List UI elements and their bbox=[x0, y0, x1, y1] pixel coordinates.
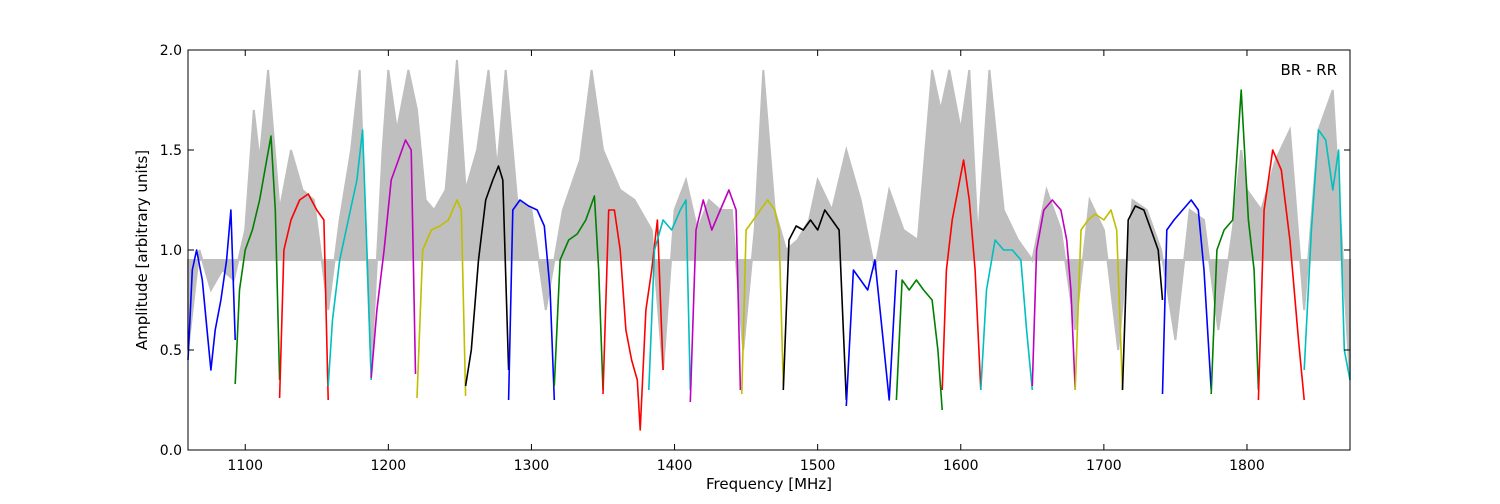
x-tick-label: 1600 bbox=[943, 458, 979, 474]
series-line-18 bbox=[980, 239, 1034, 391]
chart-annotation: BR - RR bbox=[1280, 61, 1337, 79]
x-tick-label: 1700 bbox=[1086, 458, 1122, 474]
x-tick-label: 1300 bbox=[514, 458, 550, 474]
series-line-15 bbox=[845, 259, 898, 407]
series-line-2 bbox=[234, 135, 281, 385]
series-line-22 bbox=[1161, 199, 1212, 395]
y-tick-label: 1.5 bbox=[160, 143, 182, 159]
series-line-17 bbox=[941, 159, 982, 391]
series-line-23 bbox=[1210, 89, 1260, 395]
x-tick-label: 1800 bbox=[1229, 458, 1265, 474]
series-line-11 bbox=[648, 199, 692, 391]
series-line-10 bbox=[602, 209, 664, 431]
x-tick-label: 1400 bbox=[657, 458, 693, 474]
series-line-12 bbox=[689, 189, 742, 403]
series-line-13 bbox=[741, 199, 785, 395]
series-line-25 bbox=[1303, 129, 1351, 381]
y-tick-label: 2.0 bbox=[160, 43, 182, 59]
y-axis-ticks: 0.0 0.5 1.0 1.5 2.0 bbox=[160, 43, 1350, 459]
series-line-7 bbox=[464, 165, 510, 387]
series-line-6 bbox=[416, 199, 467, 399]
series-line-3 bbox=[278, 193, 329, 401]
series-line-21 bbox=[1121, 205, 1164, 391]
y-tick-label: 0.5 bbox=[160, 343, 182, 359]
series-layer bbox=[187, 89, 1351, 431]
y-tick-label: 0.0 bbox=[160, 443, 182, 459]
x-axis-label: Frequency [MHz] bbox=[706, 475, 832, 493]
series-line-20 bbox=[1074, 209, 1124, 391]
series-line-24 bbox=[1257, 149, 1305, 401]
series-line-5 bbox=[370, 139, 417, 379]
series-line-9 bbox=[553, 195, 604, 391]
x-tick-label: 1200 bbox=[371, 458, 407, 474]
series-line-4 bbox=[327, 129, 372, 387]
y-axis-label: Amplitude [arbitrary units] bbox=[133, 150, 151, 350]
y-tick-label: 1.0 bbox=[160, 243, 182, 259]
series-line-8 bbox=[507, 199, 556, 401]
x-tick-label: 1500 bbox=[800, 458, 836, 474]
series-line-1 bbox=[187, 209, 236, 371]
series-line-14 bbox=[782, 209, 848, 401]
series-line-19 bbox=[1031, 199, 1076, 391]
x-tick-label: 1100 bbox=[227, 458, 263, 474]
series-line-16 bbox=[895, 279, 943, 411]
x-axis-ticks: 1100 1200 1300 1400 1500 1600 1700 1800 bbox=[227, 50, 1265, 474]
